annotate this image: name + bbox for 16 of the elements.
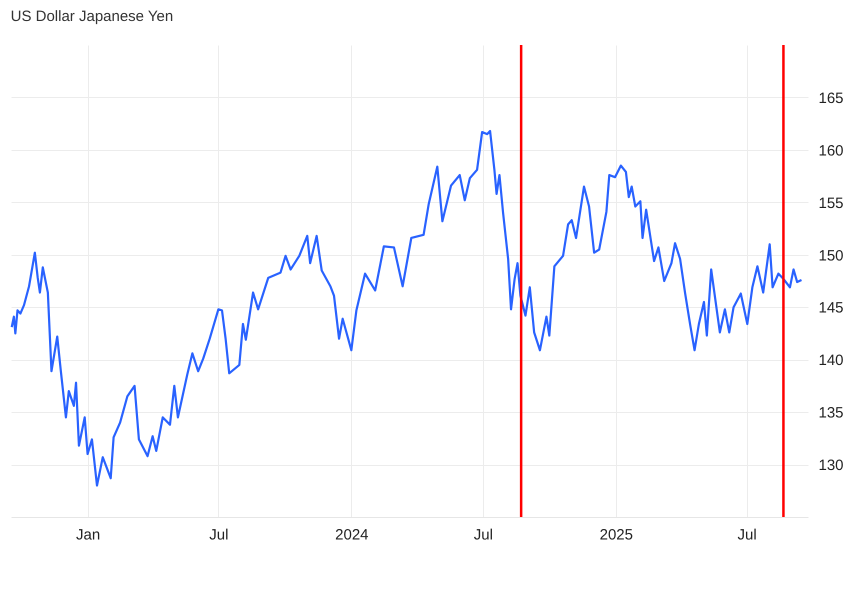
x-tick-label: 2024 bbox=[335, 526, 369, 544]
y-tick-label: 160 bbox=[818, 142, 844, 160]
x-tick-label: Jan bbox=[76, 526, 100, 544]
x-tick-label: Jul bbox=[474, 526, 493, 544]
chart-title: US Dollar Japanese Yen bbox=[10, 8, 174, 25]
y-tick-label: 150 bbox=[818, 247, 844, 264]
y-tick-label: 165 bbox=[818, 90, 844, 107]
y-tick-label: 145 bbox=[818, 300, 844, 317]
y-tick-label: 135 bbox=[818, 404, 844, 422]
x-tick-label: 2025 bbox=[600, 526, 633, 544]
y-tick-label: 140 bbox=[818, 352, 844, 370]
y-tick-label: 130 bbox=[818, 457, 844, 474]
x-tick-label: Jul bbox=[737, 526, 757, 544]
x-tick-label: Jul bbox=[209, 526, 228, 544]
line-series bbox=[10, 130, 803, 487]
y-tick-label: 155 bbox=[818, 194, 844, 212]
